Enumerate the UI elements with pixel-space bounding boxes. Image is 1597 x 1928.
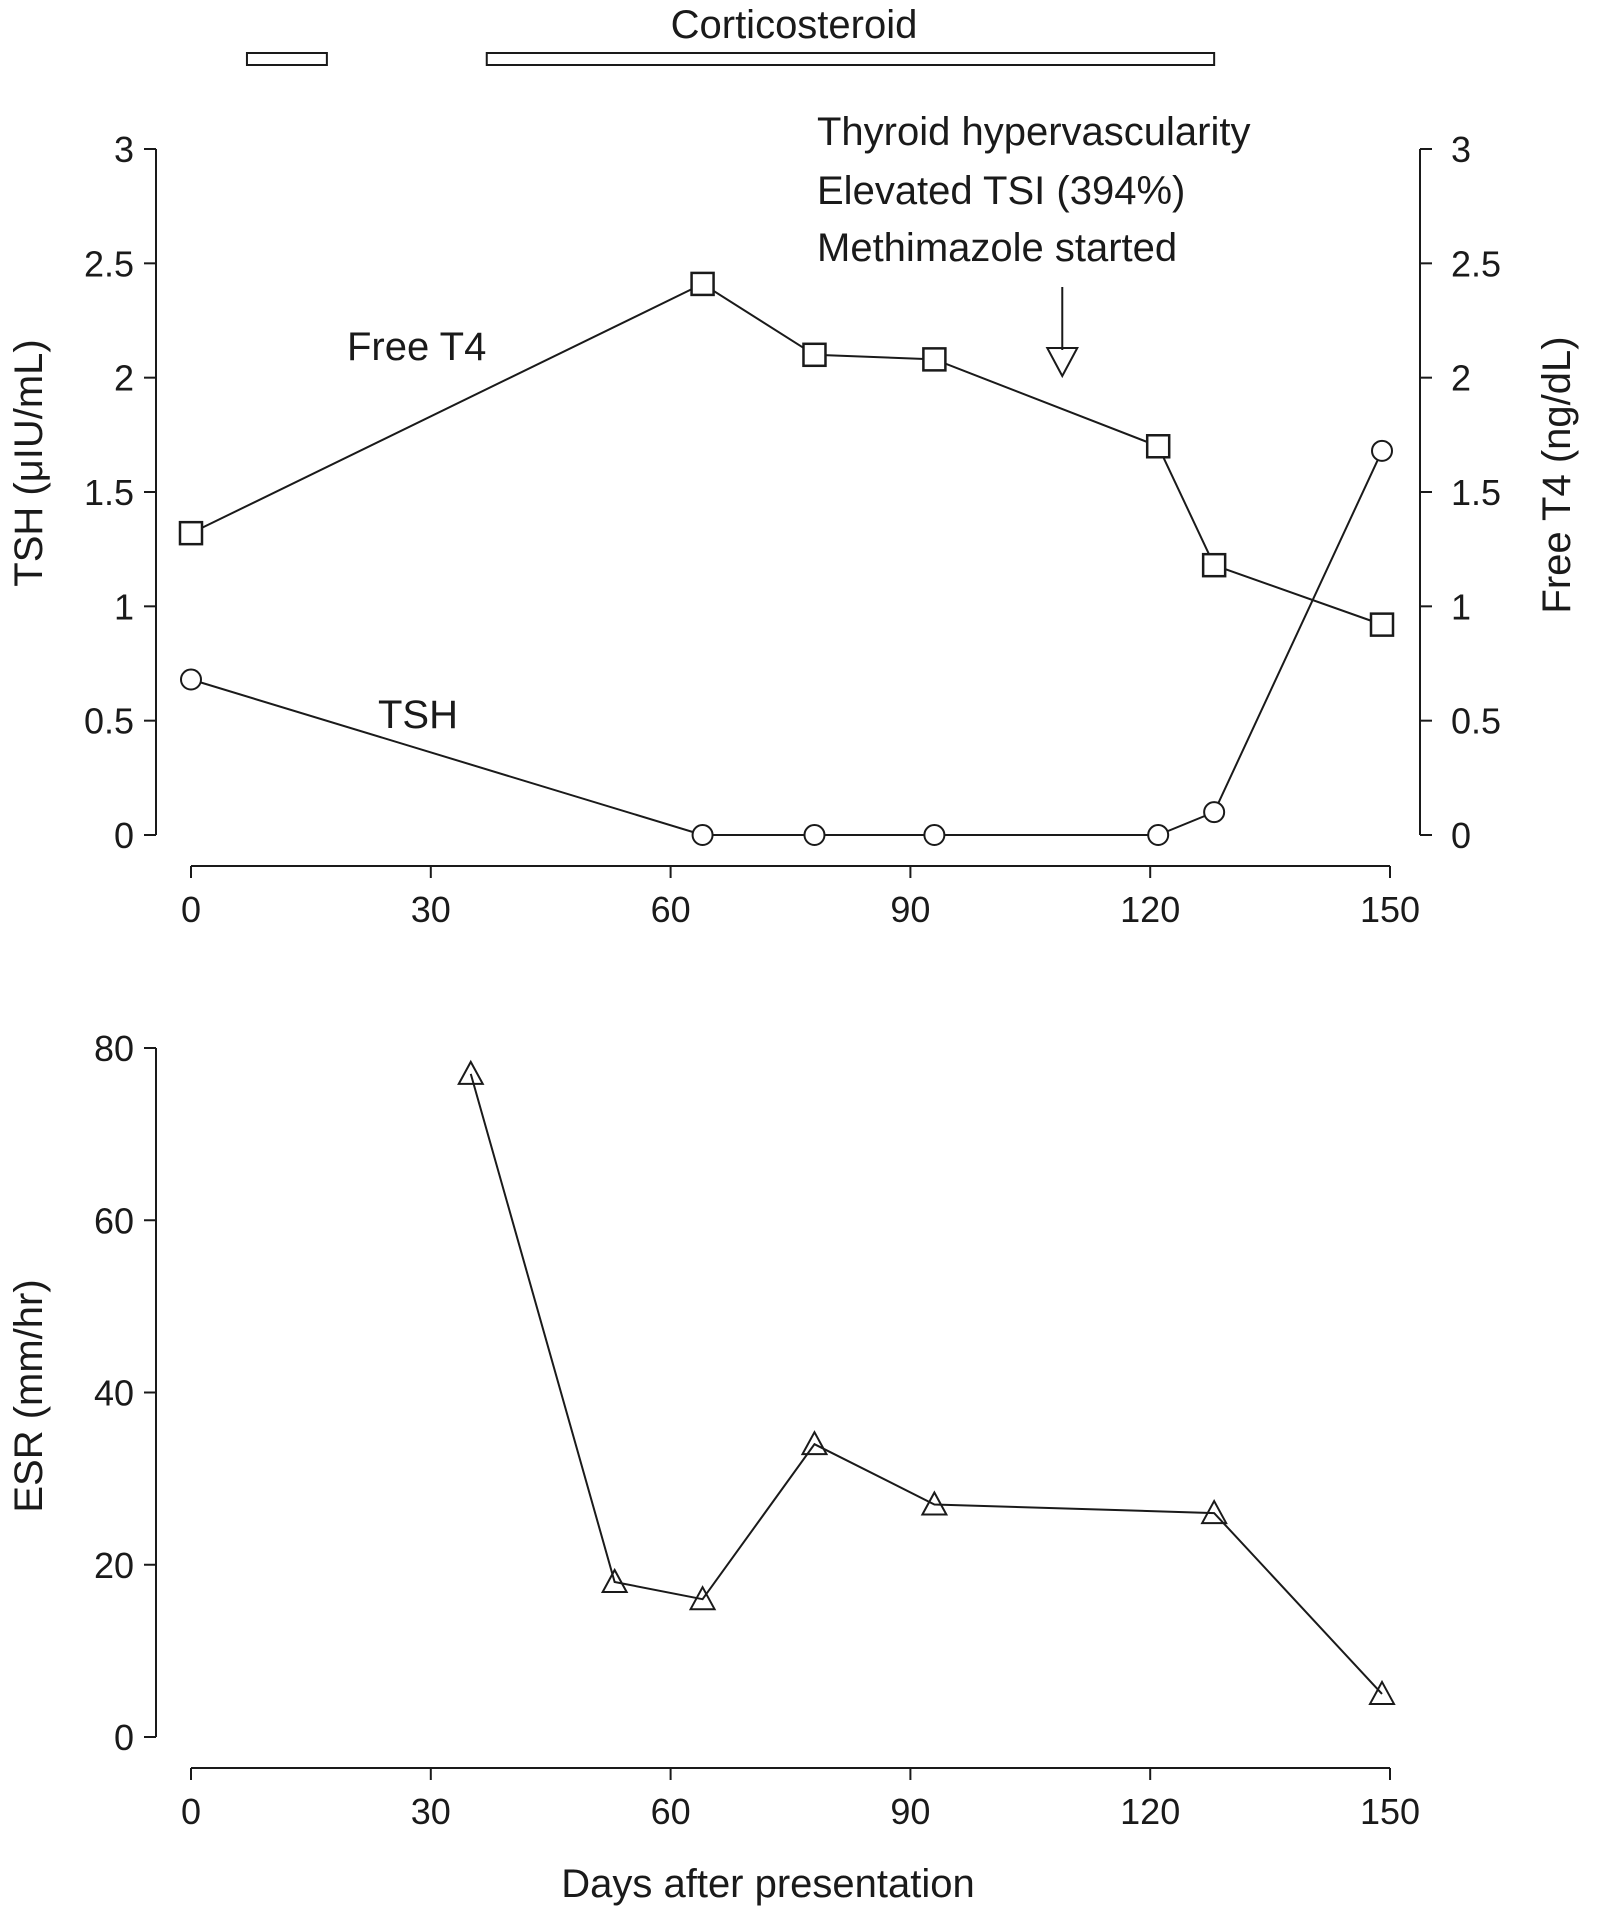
x-tick-label: 60 xyxy=(651,1791,691,1832)
x-tick-label: 120 xyxy=(1120,889,1180,930)
x-tick-label: 90 xyxy=(890,1791,930,1832)
x-tick-label: 120 xyxy=(1120,1791,1180,1832)
y-tick-label-right: 0 xyxy=(1451,815,1471,856)
y-tick-label-left: 80 xyxy=(94,1028,134,1069)
x-axis-label: Days after presentation xyxy=(561,1862,975,1906)
tsh-point xyxy=(923,824,946,846)
y-tick-label-left: 2.5 xyxy=(84,243,134,284)
y-tick-label-right: 2 xyxy=(1451,358,1471,399)
y-tick-label-left: 20 xyxy=(94,1545,134,1586)
tsh-point xyxy=(1147,824,1170,846)
free-t4-point xyxy=(802,342,827,368)
esr-point xyxy=(800,1430,829,1456)
y-tick-label-left: 1.5 xyxy=(84,472,134,513)
corticosteroid-label: Corticosteroid xyxy=(671,3,918,47)
y-tick-label-right: 2.5 xyxy=(1451,243,1501,284)
corticosteroid-bar xyxy=(485,52,1216,66)
y-tick-label-left: 0 xyxy=(114,815,134,856)
annotation-line-1: Thyroid hypervascularity xyxy=(817,110,1251,154)
free-t4-point xyxy=(1145,434,1171,459)
x-tick-label: 0 xyxy=(181,889,201,930)
top-chart: Corticosteroid Thyroid hypervascularity … xyxy=(7,3,1579,930)
x-tick-label: 150 xyxy=(1360,1791,1420,1832)
free-t4-point xyxy=(690,271,715,297)
tsh-point xyxy=(1371,439,1394,462)
arrow-icon xyxy=(1045,287,1079,379)
x-tick-label: 150 xyxy=(1360,889,1420,930)
y-tick-label-left: 3 xyxy=(114,129,134,170)
bottom-chart: ESR (mm/hr) Days after presentation 0 20 4… xyxy=(7,1028,1420,1906)
y-tick-label-right: 0.5 xyxy=(1451,701,1501,742)
free-t4-point xyxy=(922,347,947,372)
x-tick-label: 60 xyxy=(651,889,691,930)
y-axis-label-left: TSH (μIU/mL) xyxy=(7,339,51,586)
y-axis-label-esr: ESR (mm/hr) xyxy=(7,1279,51,1512)
tsh-point xyxy=(1203,801,1226,824)
tsh-point xyxy=(180,668,202,691)
y-tick-label-left: 0 xyxy=(114,1717,134,1758)
free-t4-point xyxy=(1369,612,1395,637)
y-tick-label-left: 0.5 xyxy=(84,701,134,742)
annotation-line-3: Methimazole started xyxy=(817,226,1177,270)
y-tick-label-left: 40 xyxy=(94,1373,134,1414)
free-t4-point xyxy=(1201,552,1227,578)
esr-point xyxy=(688,1585,717,1611)
series-label-free-t4: Free T4 xyxy=(347,325,486,369)
y-tick-label-right: 1.5 xyxy=(1451,472,1501,513)
y-tick-label-left: 2 xyxy=(114,358,134,399)
y-axis-label-right: Free T4 (ng/dL) xyxy=(1535,336,1579,613)
esr-point xyxy=(920,1490,949,1516)
y-tick-label-right: 3 xyxy=(1451,129,1471,170)
esr-point xyxy=(1200,1498,1228,1525)
arrow-head xyxy=(1045,347,1079,379)
corticosteroid-bars xyxy=(245,52,1216,66)
tsh-line xyxy=(190,450,1383,836)
x-tick-label: 0 xyxy=(181,1791,201,1832)
y-tick-label-left: 60 xyxy=(94,1200,134,1241)
tsh-point xyxy=(691,824,714,846)
corticosteroid-bar xyxy=(245,52,328,66)
tsh-point xyxy=(803,824,826,846)
esr-point xyxy=(600,1567,629,1593)
x-tick-label: 30 xyxy=(411,1791,451,1832)
x-tick-label: 90 xyxy=(890,889,930,930)
x-tick-label: 30 xyxy=(411,889,451,930)
annotation-line-2: Elevated TSI (394%) xyxy=(817,169,1185,213)
series-label-tsh: TSH xyxy=(378,693,458,737)
esr-point xyxy=(457,1059,485,1085)
y-tick-label-right: 1 xyxy=(1451,586,1471,627)
esr-line xyxy=(469,1073,1383,1695)
esr-point xyxy=(1368,1679,1396,1705)
free-t4-point xyxy=(178,520,204,546)
y-tick-label-left: 1 xyxy=(114,586,134,627)
